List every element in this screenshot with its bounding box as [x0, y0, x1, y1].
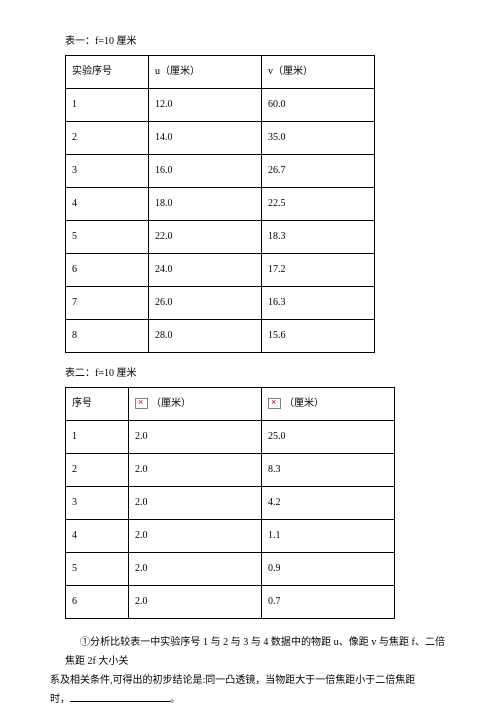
t2-h0: 序号: [66, 388, 129, 421]
table-row: 22.08.3: [66, 454, 395, 487]
table2-caption: 表二：f=10 厘米: [65, 367, 445, 381]
table-row: 624.017.2: [66, 254, 375, 287]
table1: 实验序号 u（厘米） v（厘米） 112.060.0 214.035.0 316…: [65, 55, 375, 353]
table2: 序号 （厘米） （厘米） 12.025.0 22.08.3 32.04.2 42…: [65, 387, 395, 619]
table-row: 62.00.7: [66, 586, 395, 619]
broken-image-icon: [268, 398, 281, 409]
table-row: 序号 （厘米） （厘米）: [66, 388, 395, 421]
t1-h1: u（厘米）: [149, 56, 262, 89]
table-row: 52.00.9: [66, 553, 395, 586]
table-row: 42.01.1: [66, 520, 395, 553]
table-row: 实验序号 u（厘米） v（厘米）: [66, 56, 375, 89]
table-row: 214.035.0: [66, 122, 375, 155]
t2-h1: （厘米）: [129, 388, 262, 421]
table-row: 112.060.0: [66, 89, 375, 122]
table-row: 12.025.0: [66, 421, 395, 454]
table-row: 522.018.3: [66, 221, 375, 254]
table-row: 32.04.2: [66, 487, 395, 520]
t2-h2: （厘米）: [262, 388, 395, 421]
table-row: 316.026.7: [66, 155, 375, 188]
broken-image-icon: [135, 398, 148, 409]
para-line3-prefix: 时，: [50, 694, 70, 705]
para-line2: 系及相关条件,可得出的初步结论是:同一凸透镜，当物距大于一倍焦距小于二倍焦距: [50, 671, 415, 690]
para-line3-suffix: 。: [170, 694, 180, 705]
fill-blank[interactable]: [70, 692, 170, 702]
table-row: 726.016.3: [66, 287, 375, 320]
t1-h0: 实验序号: [66, 56, 149, 89]
table-row: 828.015.6: [66, 320, 375, 353]
analysis-paragraph: ①分析比较表一中实验序号 1 与 2 与 3 与 4 数据中的物距 u、像距 v…: [65, 633, 445, 709]
table-row: 418.022.5: [66, 188, 375, 221]
table1-caption: 表一：f=10 厘米: [65, 35, 445, 49]
para-line1: ①分析比较表一中实验序号 1 与 2 与 3 与 4 数据中的物距 u、像距 v…: [65, 637, 445, 667]
t1-h2: v（厘米）: [262, 56, 375, 89]
